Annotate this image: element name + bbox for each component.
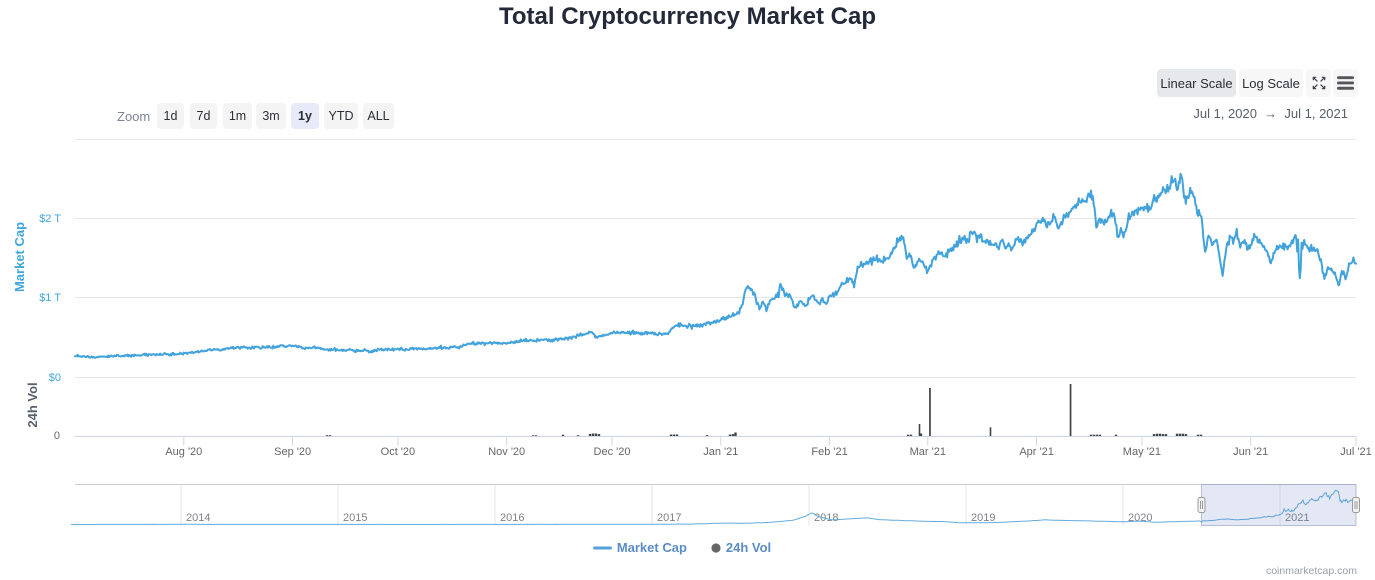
svg-text:Nov '20: Nov '20 (488, 446, 525, 458)
svg-text:Aug '20: Aug '20 (165, 446, 202, 458)
svg-text:Sep '20: Sep '20 (274, 446, 311, 458)
svg-text:2017: 2017 (657, 512, 681, 524)
svg-text:$0: $0 (49, 372, 61, 384)
svg-text:Jun '21: Jun '21 (1233, 446, 1268, 458)
svg-text:Apr '21: Apr '21 (1019, 446, 1054, 458)
svg-text:0: 0 (54, 430, 60, 442)
svg-text:Oct '20: Oct '20 (381, 446, 416, 458)
svg-text:Market Cap: Market Cap (12, 222, 27, 292)
svg-text:May '21: May '21 (1123, 446, 1161, 458)
svg-text:Feb '21: Feb '21 (811, 446, 847, 458)
svg-text:2021: 2021 (1285, 512, 1309, 524)
svg-text:24h Vol: 24h Vol (25, 382, 40, 427)
svg-text:2015: 2015 (343, 512, 367, 524)
svg-text:Dec '20: Dec '20 (594, 446, 631, 458)
svg-text:Mar '21: Mar '21 (910, 446, 946, 458)
svg-text:2019: 2019 (971, 512, 995, 524)
svg-text:Jan '21: Jan '21 (703, 446, 738, 458)
svg-text:Jul '21: Jul '21 (1340, 446, 1371, 458)
svg-text:$1 T: $1 T (39, 292, 61, 304)
svg-text:2014: 2014 (186, 512, 210, 524)
svg-text:$2 T: $2 T (39, 213, 61, 225)
svg-text:2016: 2016 (500, 512, 524, 524)
